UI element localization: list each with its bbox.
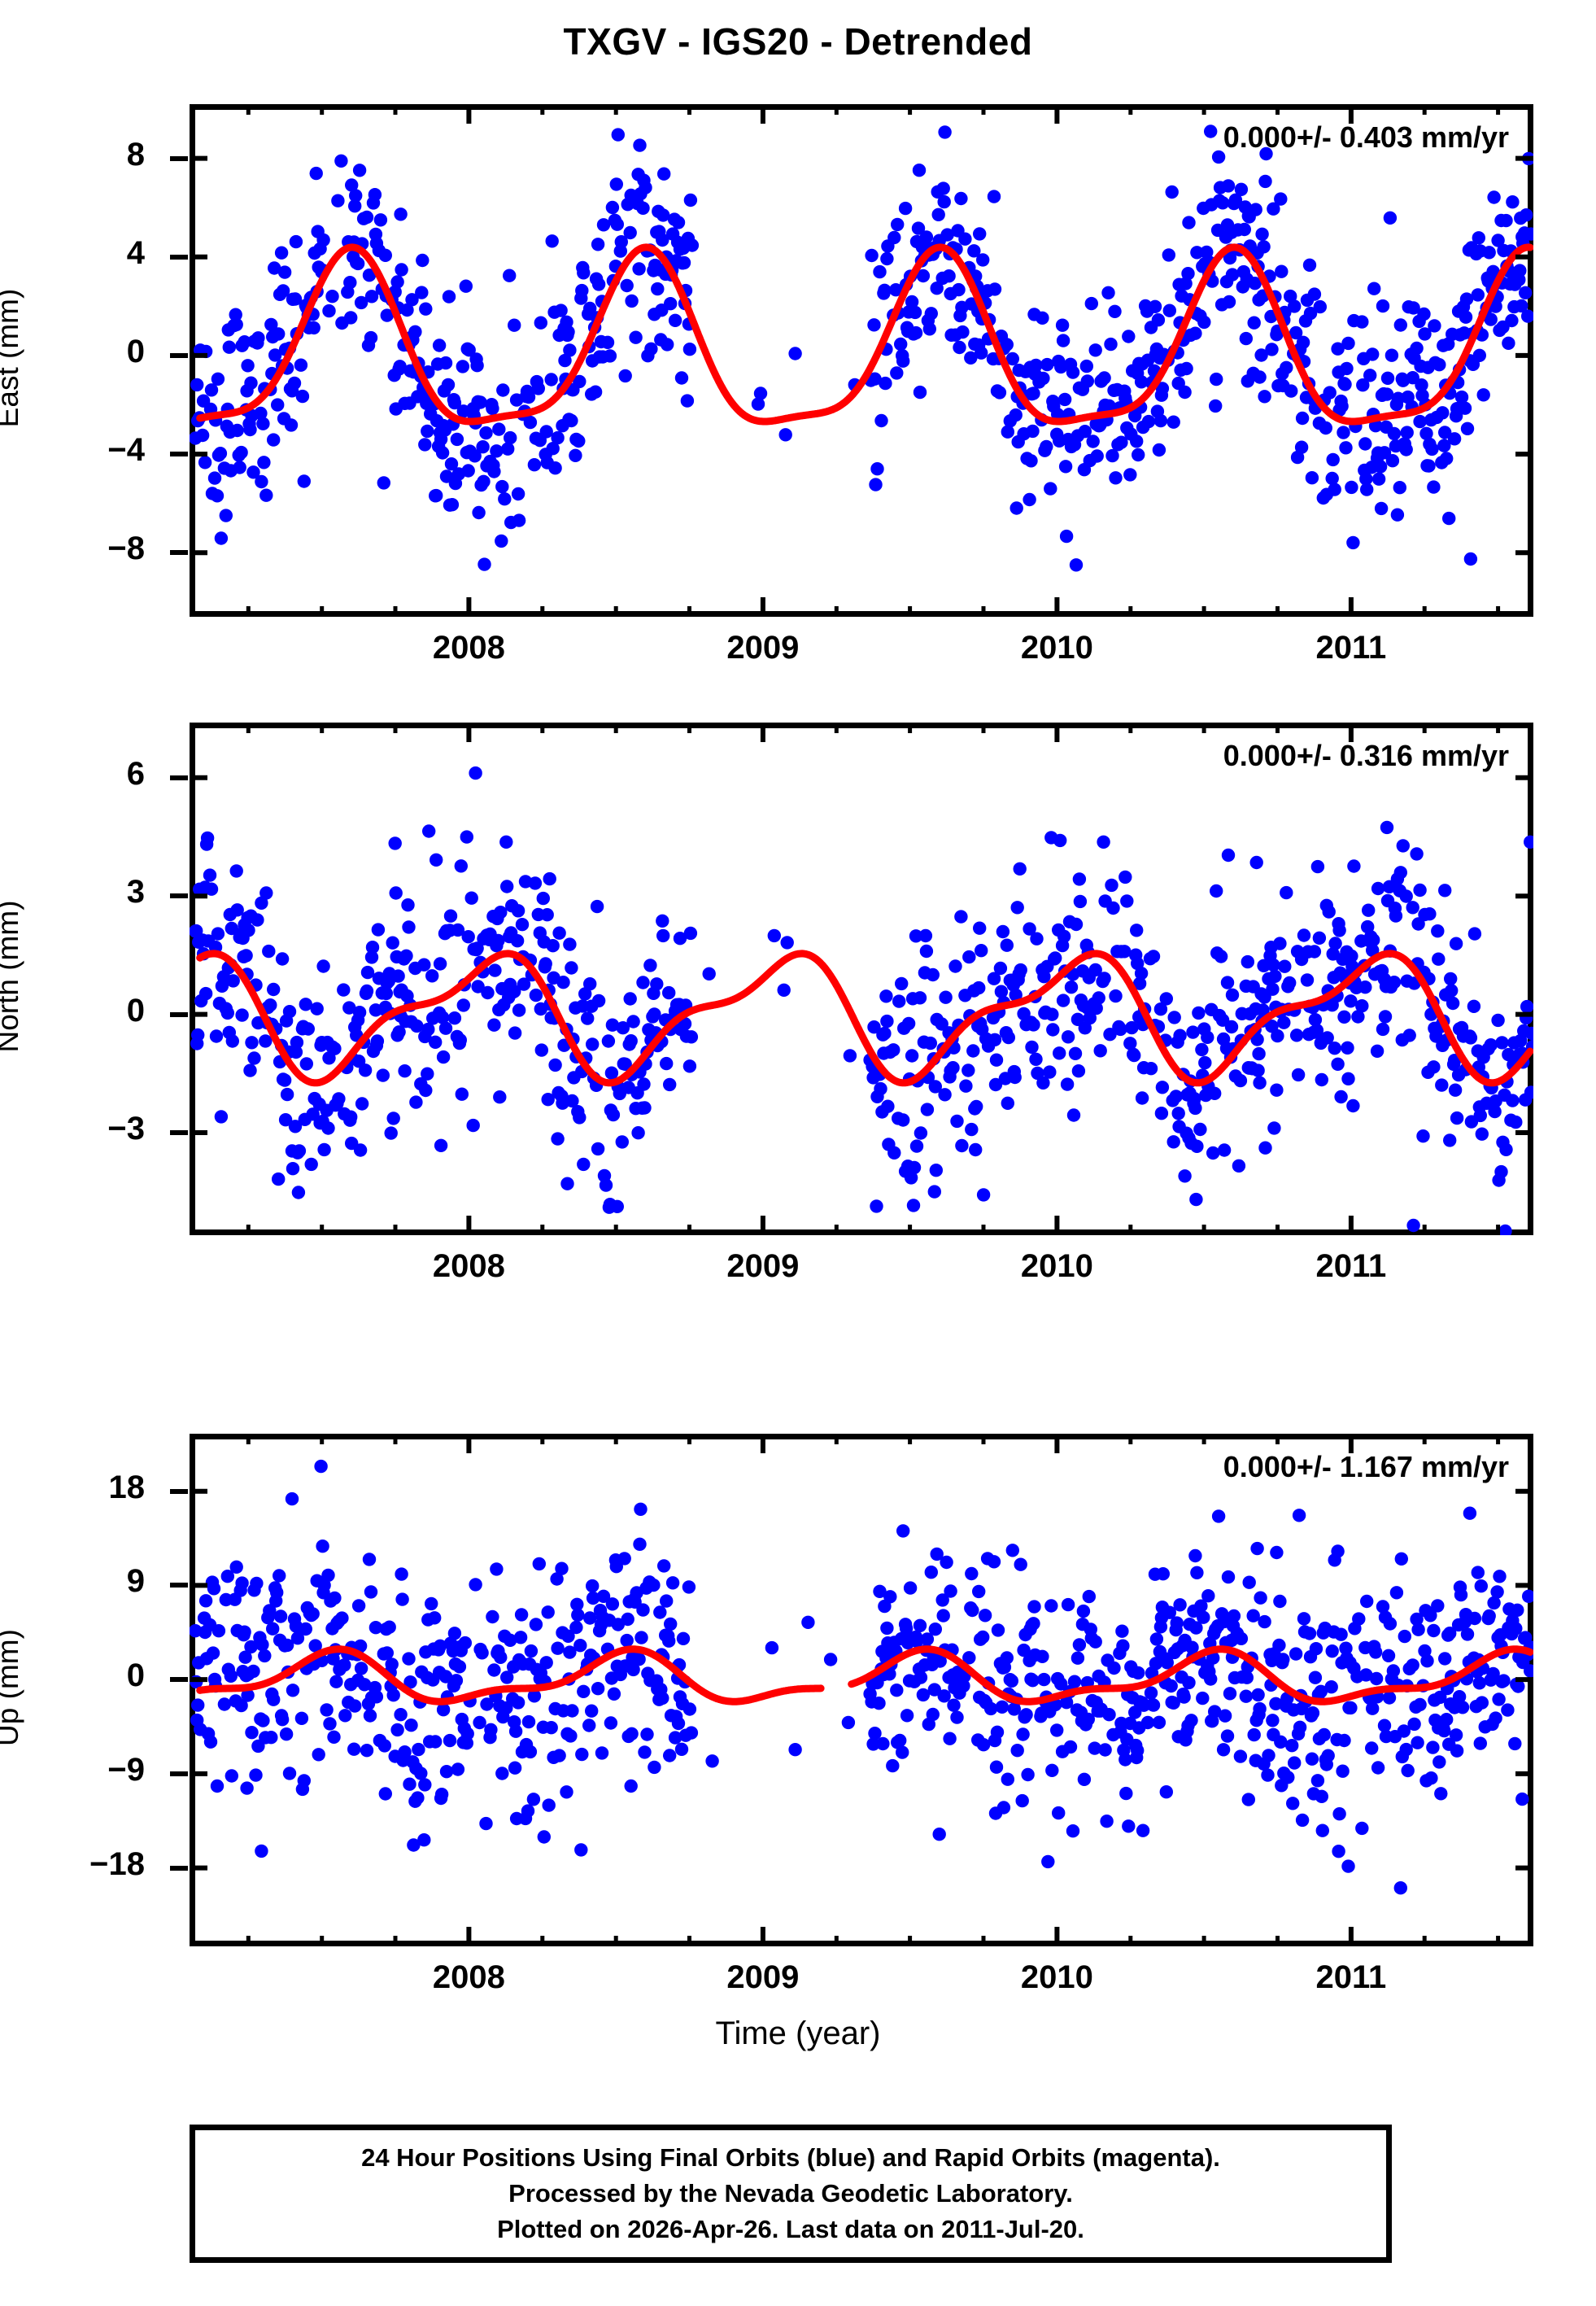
up-panel-fit-curve	[196, 1645, 1533, 1705]
north-panel-plot-area	[190, 723, 1533, 1235]
up-panel-ytick-mark	[170, 1677, 188, 1683]
east-panel-ytick-mark	[170, 254, 188, 260]
east-panel-fit-curve	[196, 243, 1533, 426]
north-panel-data-points	[190, 766, 1533, 1235]
north-panel-ytick-mark	[170, 893, 188, 899]
north-panel-ytick-label-3: −3	[107, 1111, 145, 1146]
east-panel-axis-ticks	[190, 104, 1533, 617]
north-panel-rate-annotation: 0.000+/- 0.316 mm/yr	[1223, 739, 1509, 772]
east-panel-data-points	[190, 124, 1533, 572]
up-panel-xtick-label-3: 2011	[1315, 1959, 1387, 1995]
north-panel-ytick-mark	[170, 775, 188, 780]
east-panel-ytick-mark	[170, 550, 188, 556]
east-panel-ytick-label-2: 0	[126, 333, 145, 369]
up-panel-ytick-mark	[170, 1865, 188, 1871]
east-panel-ytick-mark	[170, 155, 188, 161]
up-panel-xtick-label-2: 2010	[1020, 1959, 1093, 1995]
footer-line-3: Plotted on 2026-Apr-26. Last data on 201…	[497, 2215, 1084, 2243]
east-panel-yaxis-title: East (mm)	[0, 288, 24, 428]
north-panel-fit-curve	[196, 950, 1533, 1087]
east-panel-ytick-mark	[170, 352, 188, 358]
up-panel-data-points	[190, 1459, 1533, 1895]
up-panel-rate-annotation: 0.000+/- 1.167 mm/yr	[1223, 1450, 1509, 1483]
up-panel-axis-ticks	[190, 1434, 1533, 1946]
up-panel-ytick-mark	[170, 1583, 188, 1588]
up-panel-xtick-label-0: 2008	[432, 1959, 505, 1995]
north-panel-xtick-label-1: 2009	[726, 1248, 800, 1284]
up-panel-yaxis-title: Up (mm)	[0, 1629, 24, 1746]
east-panel-rate-annotation: 0.000+/- 0.403 mm/yr	[1223, 120, 1509, 154]
footer-note-box: 24 Hour Positions Using Final Orbits (bl…	[190, 2125, 1392, 2263]
up-panel-ytick-label-1: 9	[126, 1563, 145, 1600]
east-panel-plot-area	[190, 104, 1533, 617]
page-title: TXGV - IGS20 - Detrended	[563, 20, 1033, 63]
up-panel-ytick-mark	[170, 1771, 188, 1776]
north-panel-yaxis-title: North (mm)	[0, 900, 24, 1053]
up-panel-ytick-label-0: 18	[108, 1469, 146, 1505]
east-panel-ytick-label-3: −4	[107, 432, 145, 469]
north-panel-ytick-mark	[170, 1130, 188, 1135]
up-panel-plot-area	[190, 1434, 1533, 1946]
xaxis-title: Time (year)	[715, 2016, 881, 2051]
footer-line-1: 24 Hour Positions Using Final Orbits (bl…	[361, 2142, 1220, 2172]
north-panel-ytick-label-1: 3	[126, 874, 145, 911]
east-panel-ytick-label-4: −8	[107, 531, 145, 567]
north-panel-ytick-label-0: 6	[126, 755, 145, 792]
north-panel-ytick-mark	[170, 1011, 188, 1017]
up-panel-ytick-mark	[170, 1488, 188, 1494]
east-panel-xtick-label-0: 2008	[432, 630, 505, 666]
north-panel-ytick-label-2: 0	[126, 992, 145, 1029]
north-panel-axis-ticks	[190, 723, 1533, 1235]
east-panel-xtick-label-2: 2010	[1020, 630, 1093, 666]
east-panel-xtick-label-1: 2009	[726, 630, 800, 666]
north-panel-xtick-label-3: 2011	[1315, 1248, 1387, 1284]
up-panel-xtick-label-1: 2009	[726, 1959, 800, 1995]
up-panel-axes-frame	[190, 1434, 1533, 1946]
east-panel-ytick-mark	[170, 452, 188, 457]
footer-line-2: Processed by the Nevada Geodetic Laborat…	[508, 2178, 1073, 2208]
east-panel-ytick-label-0: 8	[126, 136, 145, 173]
east-panel-xtick-label-3: 2011	[1315, 630, 1387, 666]
up-panel-ytick-label-3: −9	[107, 1751, 145, 1788]
north-panel-xtick-label-0: 2008	[432, 1248, 505, 1284]
north-panel-xtick-label-2: 2010	[1020, 1248, 1093, 1284]
up-panel-ytick-label-2: 0	[126, 1657, 145, 1694]
up-panel-ytick-label-4: −18	[89, 1845, 145, 1882]
east-panel-ytick-label-1: 4	[126, 234, 145, 271]
